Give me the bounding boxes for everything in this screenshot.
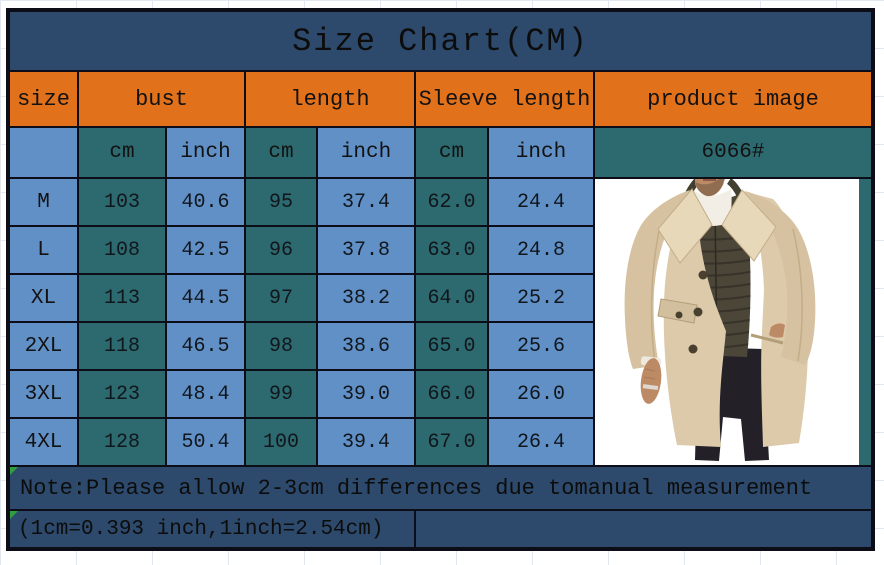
cell-sleeve-inch: 26.4 (489, 419, 593, 465)
cell-length-cm: 95 (246, 179, 316, 225)
size-label: 3XL (10, 371, 77, 417)
col-header-product-image: product image (595, 72, 871, 126)
note-measurement: Note:Please allow 2-3cm differences due … (10, 467, 871, 509)
cell-length-inch: 37.4 (318, 179, 414, 225)
cell-sleeve-cm: 66.0 (416, 371, 487, 417)
cell-length-inch: 37.8 (318, 227, 414, 273)
size-chart-table: Size Chart(CM) size bust length Sleeve l… (6, 8, 875, 551)
cell-bust-inch: 46.5 (167, 323, 244, 369)
cell-sleeve-inch: 24.4 (489, 179, 593, 225)
cell-sleeve-cm: 64.0 (416, 275, 487, 321)
subheader-bust-cm: cm (79, 128, 165, 177)
col-header-length: length (246, 72, 414, 126)
size-label: M (10, 179, 77, 225)
cell-bust-inch: 40.6 (167, 179, 244, 225)
size-label: L (10, 227, 77, 273)
product-image-cell (595, 179, 871, 465)
subheader-length-cm: cm (246, 128, 316, 177)
subheader-length-inch: inch (318, 128, 414, 177)
cell-length-inch: 38.2 (318, 275, 414, 321)
cell-sleeve-inch: 25.6 (489, 323, 593, 369)
cell-length-cm: 97 (246, 275, 316, 321)
col-header-size: size (10, 72, 77, 126)
cell-length-inch: 38.6 (318, 323, 414, 369)
cell-length-cm: 100 (246, 419, 316, 465)
cell-length-cm: 99 (246, 371, 316, 417)
cell-bust-cm: 113 (79, 275, 165, 321)
cell-bust-cm: 128 (79, 419, 165, 465)
size-label: XL (10, 275, 77, 321)
col-header-bust: bust (79, 72, 244, 126)
cell-bust-inch: 44.5 (167, 275, 244, 321)
cell-sleeve-inch: 24.8 (489, 227, 593, 273)
cell-length-inch: 39.4 (318, 419, 414, 465)
cell-sleeve-cm: 65.0 (416, 323, 487, 369)
cell-sleeve-cm: 63.0 (416, 227, 487, 273)
note-conversion: (1cm=0.393 inch,1inch=2.54cm) (10, 511, 414, 547)
size-label: 2XL (10, 323, 77, 369)
product-code: 6066# (595, 128, 871, 177)
product-photo (595, 179, 859, 465)
cell-bust-inch: 50.4 (167, 419, 244, 465)
cell-sleeve-inch: 25.2 (489, 275, 593, 321)
cell-bust-cm: 103 (79, 179, 165, 225)
cell-length-cm: 96 (246, 227, 316, 273)
subheader-sleeve-cm: cm (416, 128, 487, 177)
cell-bust-cm: 108 (79, 227, 165, 273)
cell-length-cm: 98 (246, 323, 316, 369)
cell-bust-cm: 123 (79, 371, 165, 417)
note-blank-cell (416, 511, 871, 547)
cell-sleeve-inch: 26.0 (489, 371, 593, 417)
cell-sleeve-cm: 67.0 (416, 419, 487, 465)
cell-bust-inch: 42.5 (167, 227, 244, 273)
cell-bust-cm: 118 (79, 323, 165, 369)
col-header-sleeve-length: Sleeve length (416, 72, 593, 126)
subheader-blank (10, 128, 77, 177)
size-label: 4XL (10, 419, 77, 465)
subheader-bust-inch: inch (167, 128, 244, 177)
cell-bust-inch: 48.4 (167, 371, 244, 417)
subheader-sleeve-inch: inch (489, 128, 593, 177)
product-photo-illustration (595, 179, 859, 465)
cell-length-inch: 39.0 (318, 371, 414, 417)
chart-title: Size Chart(CM) (10, 12, 871, 70)
cell-sleeve-cm: 62.0 (416, 179, 487, 225)
